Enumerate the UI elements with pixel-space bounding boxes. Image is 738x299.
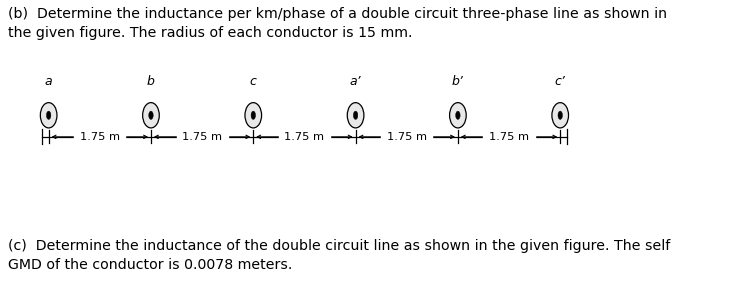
Text: (c)  Determine the inductance of the double circuit line as shown in the given f: (c) Determine the inductance of the doub… [8,239,671,272]
Text: c: c [250,75,257,88]
Ellipse shape [354,111,358,119]
Ellipse shape [558,111,562,119]
Ellipse shape [245,103,261,128]
Text: (b)  Determine the inductance per km/phase of a double circuit three-phase line : (b) Determine the inductance per km/phas… [8,7,667,39]
Text: b: b [147,75,155,88]
Ellipse shape [455,111,460,119]
Ellipse shape [348,103,364,128]
Text: 1.75 m: 1.75 m [387,132,427,142]
Ellipse shape [149,111,154,119]
Text: a: a [45,75,52,88]
Ellipse shape [552,103,568,128]
Text: 1.75 m: 1.75 m [489,132,529,142]
Text: b’: b’ [452,75,464,88]
Ellipse shape [142,103,159,128]
Ellipse shape [41,103,57,128]
Ellipse shape [449,103,466,128]
Text: 1.75 m: 1.75 m [80,132,120,142]
Text: 1.75 m: 1.75 m [182,132,222,142]
Text: a’: a’ [350,75,362,88]
Ellipse shape [46,111,51,119]
Text: 1.75 m: 1.75 m [284,132,325,142]
Ellipse shape [251,111,255,119]
Text: c’: c’ [555,75,565,88]
